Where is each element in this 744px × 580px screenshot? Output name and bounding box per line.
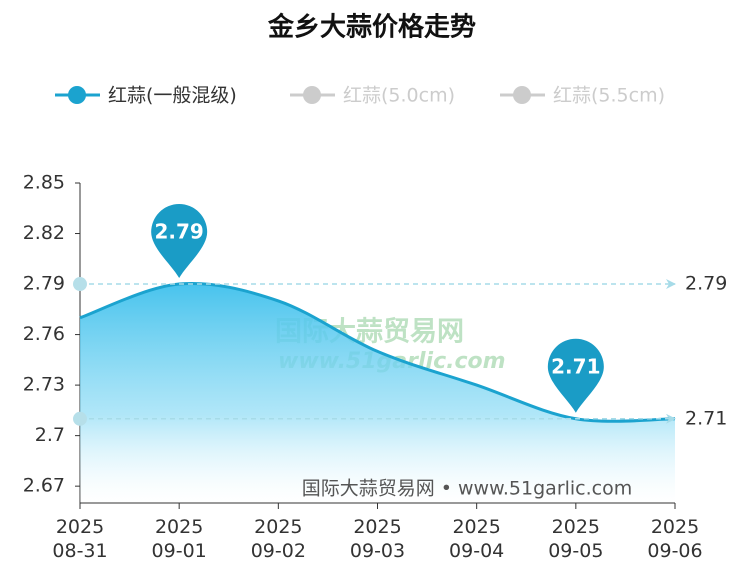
y-tick-label: 2.67 xyxy=(23,475,65,497)
x-tick-label: 2025 09-03 xyxy=(349,516,406,562)
mark-pin-label: 2.79 xyxy=(154,220,203,244)
legend-marker xyxy=(68,86,86,104)
chart-title: 金乡大蒜价格走势 xyxy=(267,12,476,43)
legend-label: 红蒜(一般混级) xyxy=(108,85,237,107)
x-tick-label: 2025 09-06 xyxy=(647,516,703,562)
y-tick-label: 2.82 xyxy=(23,222,65,244)
y-tick-label: 2.76 xyxy=(23,323,65,345)
x-tick-label: 2025 09-01 xyxy=(151,516,207,562)
y-tick-label: 2.85 xyxy=(23,172,65,194)
mark-line-label: 2.79 xyxy=(685,273,727,295)
x-tick-label: 2025 09-04 xyxy=(449,516,505,562)
mark-line-label: 2.71 xyxy=(685,407,727,429)
area xyxy=(80,283,675,503)
legend-marker xyxy=(303,86,321,104)
legend-label: 红蒜(5.5cm) xyxy=(553,85,665,107)
mark-line-start xyxy=(73,411,87,426)
y-tick-label: 2.73 xyxy=(23,374,65,396)
legend-marker xyxy=(513,86,531,104)
mark-pin xyxy=(547,338,604,413)
x-tick-label: 2025 09-02 xyxy=(250,516,306,562)
mark-line-start xyxy=(73,277,87,292)
y-tick-label: 2.79 xyxy=(23,273,65,295)
x-tick-label: 2025 09-05 xyxy=(548,516,604,562)
legend-label: 红蒜(5.0cm) xyxy=(343,85,455,107)
source: 国际大蒜贸易网 • www.51garlic.com xyxy=(302,478,633,500)
mark-pin-label: 2.71 xyxy=(551,354,600,378)
y-tick-label: 2.7 xyxy=(35,424,65,446)
x-tick-label: 2025 08-31 xyxy=(52,516,108,562)
mark-pin xyxy=(151,204,208,279)
